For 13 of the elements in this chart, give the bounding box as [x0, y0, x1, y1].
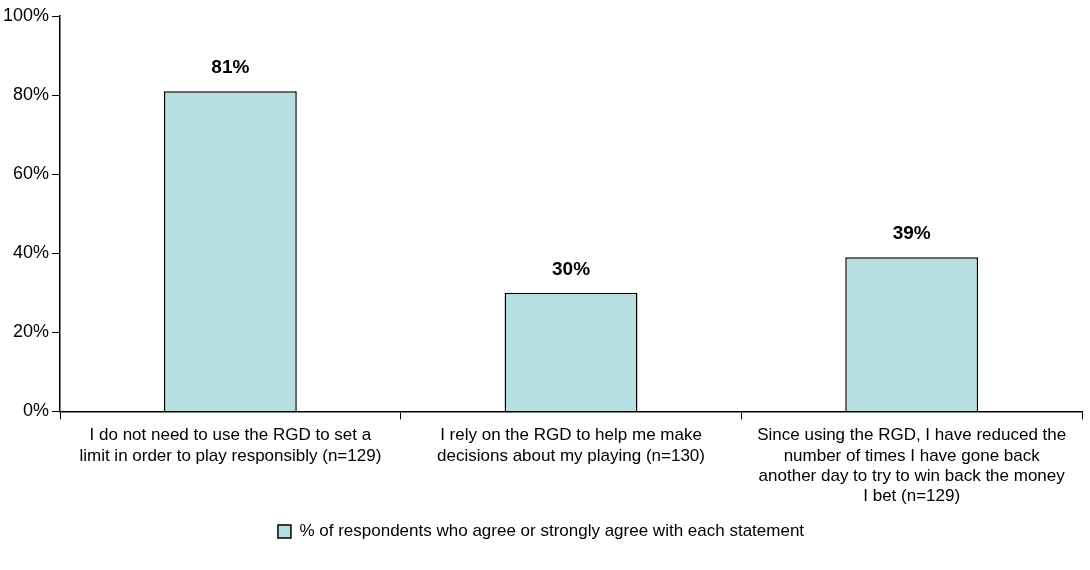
y-tick-label: 20% [13, 321, 50, 342]
x-tick-label: I rely on the RGD to help me make decisions about my playing (n=130) [437, 425, 705, 465]
y-tick-label: 40% [13, 242, 50, 263]
y-tick-label: 60% [13, 163, 50, 184]
text: 39% [892, 221, 931, 243]
y-tick-label: 0% [23, 400, 50, 421]
y-tick-label: 80% [13, 84, 50, 105]
y-tick-label: 100% [2, 4, 50, 25]
text: 81% [211, 55, 250, 77]
x-tick-label: I do not need to use the RGD to set a limit in order to play responsibly (n=129) [79, 425, 382, 465]
x-tick-label: Since using the RGD, I have reduced the number of times I have gone back another day to try to win back the money I bet (n=129) [757, 425, 1067, 506]
legend-label: % of respondents who agree or strongly agree with each statement [299, 521, 805, 541]
text: 30% [552, 257, 591, 279]
